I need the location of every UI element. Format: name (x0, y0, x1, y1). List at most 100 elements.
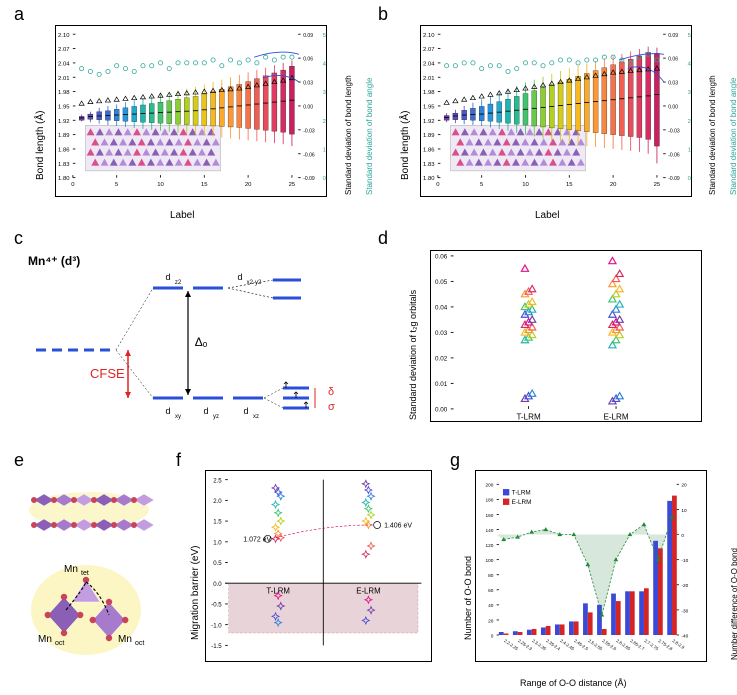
svg-text:1.0: 1.0 (213, 539, 222, 546)
svg-text:1.5: 1.5 (213, 519, 222, 526)
svg-text:2.04: 2.04 (423, 61, 435, 67)
svg-text:1.89: 1.89 (58, 133, 69, 139)
svg-text:2.35-2.4: 2.35-2.4 (545, 638, 561, 652)
svg-text:1.95: 1.95 (423, 104, 435, 110)
svg-text:2.8-2.9: 2.8-2.9 (671, 638, 685, 650)
svg-text:1: 1 (323, 148, 326, 154)
sd-bondang-label-a: Standard deviation of bond angle (365, 78, 374, 195)
svg-text:d: d (203, 406, 208, 416)
num-oo-label: Number of O-O bond (463, 556, 473, 640)
svg-text:0.03: 0.03 (435, 330, 448, 337)
svg-text:5: 5 (480, 182, 484, 188)
svg-text:15: 15 (566, 182, 573, 188)
svg-text:x2-y2: x2-y2 (247, 280, 262, 286)
svg-text:oct: oct (135, 640, 144, 647)
svg-text:160: 160 (486, 513, 494, 519)
svg-text:1.406 eV: 1.406 eV (384, 523, 412, 530)
svg-text:3: 3 (323, 90, 327, 96)
svg-text:5: 5 (323, 33, 327, 39)
svg-text:yz: yz (213, 414, 219, 420)
bond-length-label-a: Bond length (Å) (35, 111, 46, 181)
svg-text:180: 180 (486, 498, 494, 504)
svg-text:0.06: 0.06 (303, 57, 313, 63)
svg-text:-40: -40 (681, 633, 688, 639)
svg-text:d: d (237, 272, 242, 282)
svg-text:0: 0 (436, 182, 440, 188)
svg-text:2.3-2.35: 2.3-2.35 (531, 638, 547, 652)
svg-text:20: 20 (488, 618, 494, 624)
svg-text:1.072 eV: 1.072 eV (243, 536, 271, 543)
svg-text:1.83: 1.83 (423, 162, 435, 168)
svg-text:-0.06: -0.06 (668, 152, 680, 158)
svg-text:2.07: 2.07 (423, 47, 434, 53)
svg-text:1.80: 1.80 (423, 176, 435, 182)
panel-label-c: c (14, 228, 23, 249)
svg-text:1.98: 1.98 (58, 90, 70, 96)
svg-text:4: 4 (688, 61, 692, 67)
svg-text:2.65-2.7: 2.65-2.7 (629, 638, 645, 652)
panel-label-d: d (378, 228, 388, 249)
chart-f: -1.5-1.0-0.50.00.51.01.52.02.5T-LRME-LRM… (205, 470, 432, 662)
chart-g: 020406080100120140160180200-40-30-20-100… (475, 470, 707, 662)
svg-text:1.80: 1.80 (58, 176, 70, 182)
svg-text:-0.03: -0.03 (668, 128, 680, 134)
svg-text:E-LRM: E-LRM (512, 499, 532, 506)
svg-text:σ: σ (328, 401, 335, 413)
svg-text:2.04: 2.04 (58, 61, 70, 67)
svg-text:80: 80 (488, 573, 494, 579)
svg-text:120: 120 (486, 543, 494, 549)
svg-text:5: 5 (115, 182, 119, 188)
svg-text:Mn: Mn (118, 634, 132, 645)
svg-text:0.03: 0.03 (668, 81, 678, 87)
svg-text:-20: -20 (681, 583, 688, 589)
svg-text:0: 0 (71, 182, 75, 188)
svg-text:-1.5: -1.5 (211, 643, 222, 650)
svg-text:140: 140 (486, 528, 494, 534)
mig-barrier-label: Migration barrier (eV) (190, 546, 201, 640)
svg-text:10: 10 (681, 508, 687, 514)
svg-text:d: d (243, 406, 248, 416)
svg-text:T-LRM: T-LRM (512, 490, 531, 497)
svg-text:2.0: 2.0 (213, 498, 222, 505)
svg-text:1.89: 1.89 (423, 133, 434, 139)
chart-a: 1.801.831.861.891.921.951.982.012.042.07… (55, 25, 327, 197)
svg-text:0.09: 0.09 (303, 33, 313, 39)
svg-text:tet: tet (81, 570, 89, 577)
svg-text:0.05: 0.05 (435, 279, 448, 286)
svg-text:2.10: 2.10 (58, 33, 70, 39)
svg-text:1.92: 1.92 (423, 119, 434, 125)
svg-text:-0.03: -0.03 (303, 128, 315, 134)
svg-text:40: 40 (488, 603, 494, 609)
svg-text:1.98: 1.98 (423, 90, 435, 96)
bond-length-label-b: Bond length (Å) (400, 111, 411, 181)
svg-text:0.01: 0.01 (435, 381, 448, 388)
svg-text:2.07: 2.07 (58, 47, 69, 53)
cfse-diagram: d z2dx2-y2dxydyzdxzΔₒCFSEδσ (28, 258, 358, 438)
svg-text:E-LRM: E-LRM (603, 413, 628, 422)
svg-text:0.03: 0.03 (303, 81, 313, 87)
sd-bondang-label-b: Standard deviation of bond angle (729, 78, 737, 195)
svg-text:0.04: 0.04 (435, 305, 448, 312)
svg-text:2: 2 (323, 119, 326, 125)
svg-text:-0.09: -0.09 (303, 176, 315, 182)
xlabel-a: Label (170, 210, 194, 221)
svg-text:2.5: 2.5 (213, 477, 222, 484)
svg-text:0.06: 0.06 (668, 57, 678, 63)
svg-text:5: 5 (688, 33, 692, 39)
svg-text:0.00: 0.00 (303, 104, 313, 110)
panel-label-f: f (176, 450, 181, 471)
chart-d: 0.000.010.020.030.040.050.06T-LRME-LRM (430, 250, 702, 422)
svg-text:2.55-2.6: 2.55-2.6 (601, 638, 617, 652)
panel-label-g: g (450, 450, 460, 471)
svg-text:1: 1 (688, 148, 691, 154)
svg-text:1.83: 1.83 (58, 162, 70, 168)
svg-text:z2: z2 (175, 280, 182, 286)
svg-text:20: 20 (681, 483, 687, 489)
svg-text:CFSE: CFSE (90, 366, 125, 381)
svg-text:0.06: 0.06 (435, 254, 448, 261)
svg-text:10: 10 (157, 182, 164, 188)
sd-bondlen-label-b: Standard deviation of bond length (708, 75, 717, 195)
svg-text:2.01: 2.01 (58, 76, 69, 82)
svg-text:-0.06: -0.06 (303, 152, 315, 158)
svg-text:2.45-2.5: 2.45-2.5 (573, 638, 589, 652)
